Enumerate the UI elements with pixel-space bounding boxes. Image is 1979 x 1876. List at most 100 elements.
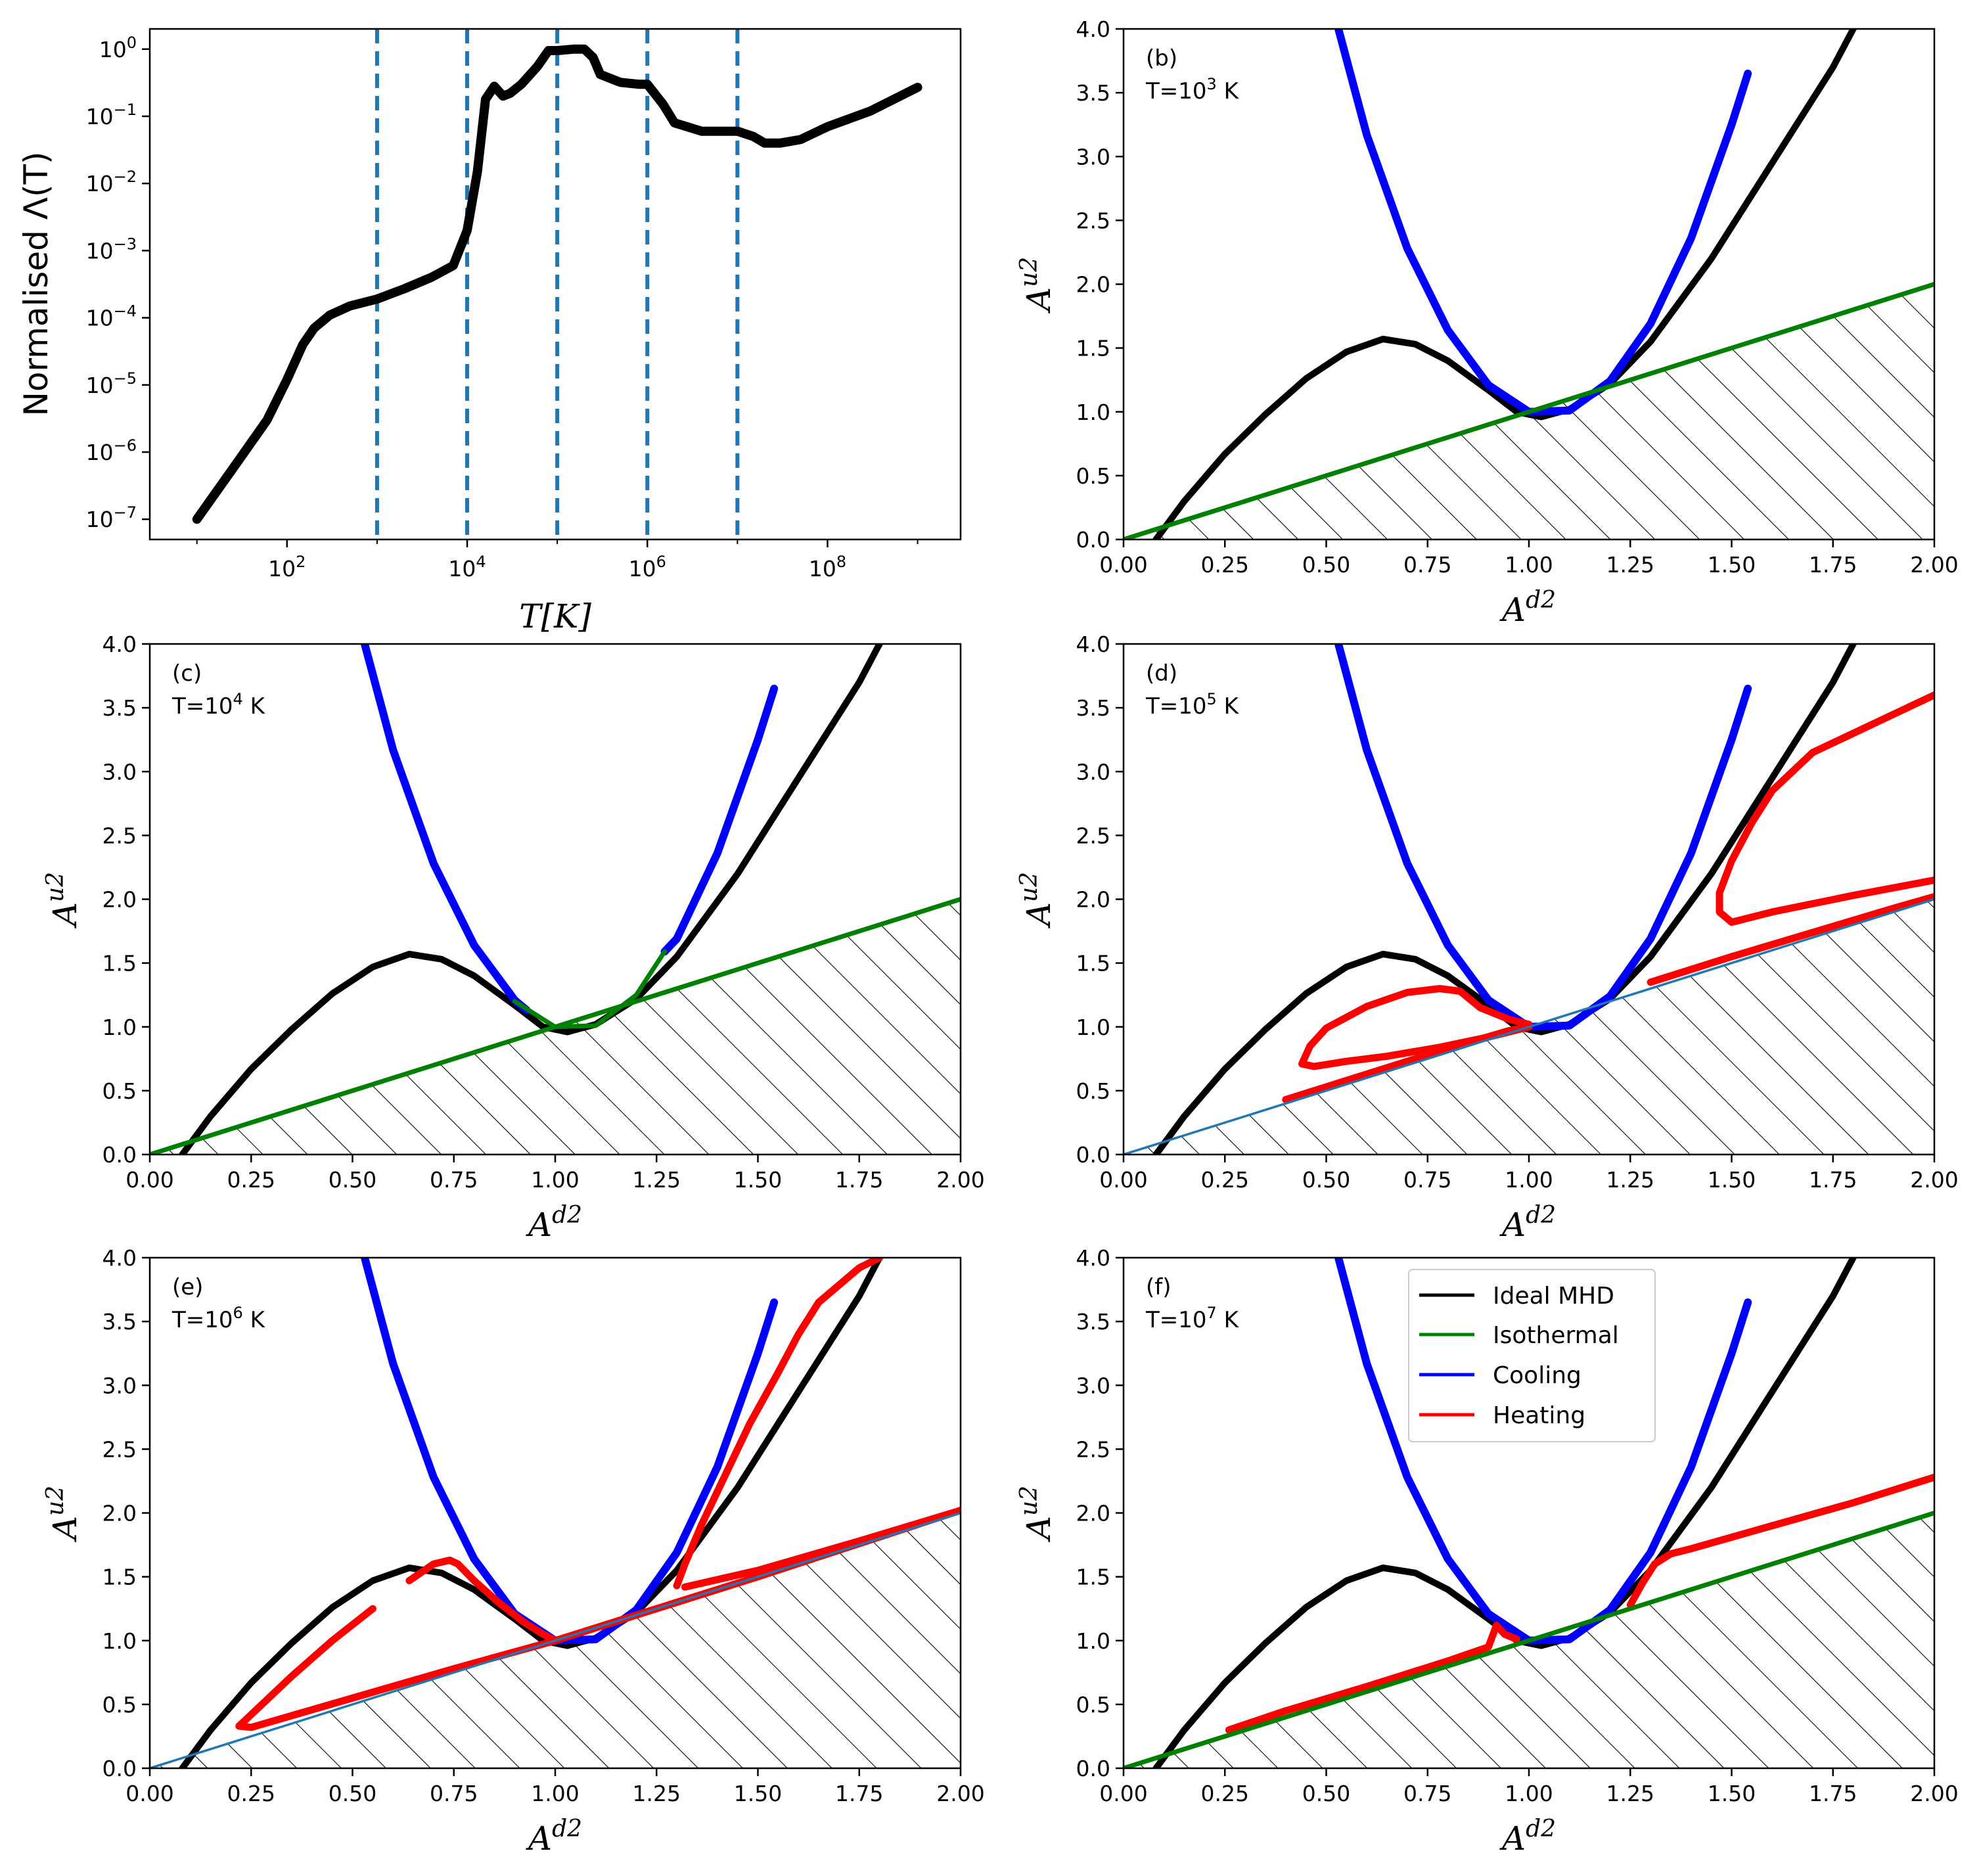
series-line-isothermal — [150, 897, 961, 1155]
panel-d-series — [1124, 644, 1934, 1155]
panel-e-ylabel: Au2 — [42, 1486, 85, 1542]
series-line-cooling — [1334, 29, 1752, 416]
x-tick-label: 1.50 — [734, 1781, 782, 1806]
x-tick-label: 1.50 — [734, 1167, 782, 1193]
x-tick-label: 1.25 — [1606, 1781, 1654, 1806]
series-line-reference — [1124, 898, 1934, 1155]
x-tick-label: 0.75 — [430, 1167, 478, 1193]
panel-b-label: (b) — [1146, 45, 1177, 72]
panel-b-series — [1124, 29, 1934, 539]
x-tick-label: 0.25 — [227, 1781, 275, 1806]
y-tick-label: 2.0 — [102, 1501, 137, 1526]
y-tick-label: 3.0 — [1076, 1373, 1110, 1398]
x-tick-label: 1.50 — [1708, 552, 1756, 578]
x-tick-label: 1.75 — [1809, 1167, 1857, 1193]
y-tick-label: 0.0 — [1076, 1756, 1110, 1781]
y-tick-label: 2.0 — [102, 887, 137, 913]
y-tick-label: 0.0 — [1076, 1142, 1110, 1168]
y-tick-label: 1.5 — [102, 1565, 137, 1590]
panel-d-frame — [1122, 643, 1936, 1156]
y-tick-label: 100 — [99, 34, 137, 62]
panel-c: 0.00 0.25 0.50 0.75 1.00 1.25 1.50 1.75 2.00 0.0 0… — [42, 631, 985, 1244]
x-tick-label: 1.25 — [633, 1167, 681, 1193]
series-line-heating — [405, 1556, 559, 1645]
x-tick-label: 1.00 — [531, 1167, 579, 1193]
x-tick-label: 0.75 — [1403, 1781, 1451, 1806]
y-tick-label: 10−4 — [86, 302, 137, 331]
y-tick-label: 0.5 — [1076, 463, 1110, 489]
x-tick-label: 106 — [629, 553, 666, 582]
panel-e-series — [150, 1258, 961, 1768]
x-tick-label: 0.50 — [1302, 552, 1350, 578]
panel-b-ylabel: Au2 — [1016, 257, 1058, 313]
panel-a-series — [192, 44, 922, 524]
legend-label-ideal: Ideal MHD — [1493, 1283, 1614, 1310]
y-tick-label: 3.0 — [102, 1373, 137, 1398]
series-line-cooling — [1334, 644, 1752, 1031]
x-tick-label: 0.25 — [1201, 1167, 1249, 1193]
x-tick-label: 0.00 — [1099, 1167, 1147, 1193]
plot-area — [1124, 1258, 1934, 1768]
y-tick-label: 4.0 — [102, 631, 137, 657]
x-tick-label: 0.50 — [1302, 1781, 1350, 1806]
panel-e-xlabel: Ad2 — [526, 1816, 582, 1858]
panel-d-ylabel: Au2 — [1016, 872, 1058, 928]
y-tick-label: 4.0 — [1076, 1245, 1110, 1271]
legend-label-cooling: Cooling — [1493, 1362, 1581, 1389]
series-line-cooling — [1334, 1258, 1752, 1645]
panel-f-ylabel: Au2 — [1016, 1486, 1058, 1542]
series-line-heating — [1716, 691, 1934, 926]
x-tick-label: 0.00 — [125, 1781, 173, 1806]
y-tick-label: 3.5 — [1076, 80, 1110, 106]
y-tick-label: 4.0 — [1076, 16, 1110, 42]
y-tick-label: 1.5 — [1076, 336, 1110, 361]
y-tick-label: 10−5 — [86, 369, 137, 398]
panel-b-ticks: 0.00 0.25 0.50 0.75 1.00 1.25 1.50 1.75 2.00 0.0 0… — [1076, 16, 1959, 578]
series-line-cooling-function — [192, 44, 922, 524]
plot-area — [150, 644, 961, 1155]
legend: Ideal MHD Isothermal Cooling Heating — [1408, 1269, 1656, 1442]
y-tick-label: 0.0 — [102, 1142, 137, 1168]
y-tick-label: 2.5 — [102, 823, 137, 848]
series-line-isothermal — [512, 949, 668, 1030]
y-tick-label: 2.0 — [1076, 1501, 1110, 1526]
y-tick-label: 1.5 — [1076, 1565, 1110, 1590]
panel-c-label: (c) — [172, 660, 202, 687]
y-tick-label: 0.5 — [102, 1692, 137, 1718]
panel-c-series — [150, 644, 961, 1155]
y-tick-label: 0.0 — [102, 1756, 137, 1781]
x-tick-label: 0.25 — [1201, 552, 1249, 578]
y-tick-label: 3.5 — [102, 1309, 137, 1335]
y-tick-label: 4.0 — [1076, 631, 1110, 657]
panel-a-frame — [148, 28, 962, 541]
series-line-heating — [681, 1507, 961, 1591]
series-line-heating — [1626, 1473, 1934, 1609]
series-line-isothermal — [1124, 1511, 1934, 1768]
panel-f: 0.00 0.25 0.50 0.75 1.00 1.25 1.50 1.75 2.00 0.0 0… — [1016, 1245, 1959, 1858]
panel-c-ticks: 0.00 0.25 0.50 0.75 1.00 1.25 1.50 1.75 2.00 0.0 0… — [102, 631, 985, 1193]
y-tick-label: 10−7 — [86, 503, 137, 532]
y-tick-label: 1.0 — [1076, 400, 1110, 425]
y-tick-label: 2.5 — [1076, 823, 1110, 848]
panel-f-label: (f) — [1146, 1274, 1171, 1300]
panel-d-ticks: 0.00 0.25 0.50 0.75 1.00 1.25 1.50 1.75 2.00 0.0 0… — [1076, 631, 1959, 1193]
x-tick-label: 1.75 — [1809, 552, 1857, 578]
y-tick-label: 3.5 — [1076, 1309, 1110, 1335]
x-tick-label: 0.25 — [1201, 1781, 1249, 1806]
y-tick-label: 1.0 — [1076, 1015, 1110, 1040]
x-tick-label: 102 — [268, 553, 306, 582]
y-tick-label: 0.0 — [1076, 527, 1110, 553]
panel-c-frame — [148, 643, 962, 1156]
series-line-cooling — [660, 685, 779, 956]
panel-f-series — [1124, 1258, 1934, 1768]
series-line-isothermal — [1124, 282, 1934, 539]
series-line-heating — [1647, 893, 1934, 986]
y-tick-label: 2.5 — [1076, 1436, 1110, 1462]
panel-e-ticks: 0.00 0.25 0.50 0.75 1.00 1.25 1.50 1.75 2.00 0.0 0… — [102, 1245, 985, 1806]
panel-b-xlabel: Ad2 — [1499, 587, 1556, 629]
series-line-heating — [1298, 985, 1533, 1070]
series-line-heating — [1225, 1621, 1520, 1734]
panel-e-temperature: T=106 K — [171, 1304, 266, 1333]
panel-f-temperature: T=107 K — [1145, 1304, 1240, 1333]
